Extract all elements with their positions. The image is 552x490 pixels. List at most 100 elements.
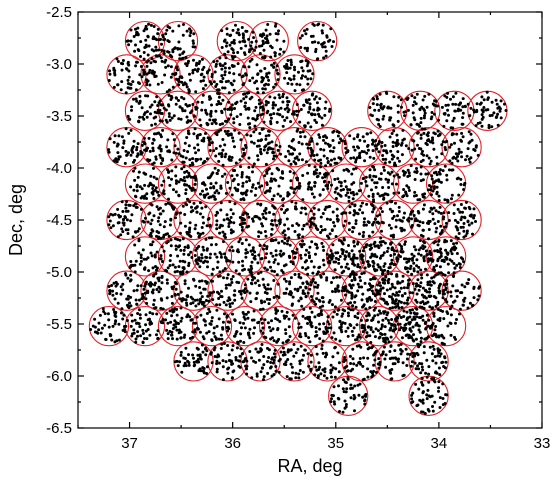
object-point: [361, 249, 365, 253]
object-point: [148, 83, 152, 87]
object-point: [454, 235, 458, 239]
object-point: [170, 96, 174, 100]
object-point: [103, 312, 107, 316]
object-point: [231, 249, 235, 253]
object-point: [231, 370, 235, 374]
object-point: [461, 97, 465, 101]
object-point: [449, 143, 453, 147]
object-point: [382, 197, 386, 201]
object-point: [388, 287, 392, 291]
object-point: [317, 133, 321, 137]
object-point: [233, 128, 237, 132]
object-point: [240, 228, 244, 232]
object-point: [142, 136, 146, 140]
object-point: [206, 265, 209, 269]
object-point: [324, 205, 328, 209]
object-point: [115, 144, 119, 148]
object-point: [362, 356, 366, 360]
object-point: [199, 79, 203, 83]
object-point: [166, 337, 170, 341]
object-point: [464, 200, 468, 204]
object-point: [303, 206, 307, 210]
object-point: [319, 225, 323, 228]
object-point: [431, 212, 435, 216]
object-point: [396, 110, 400, 114]
object-point: [156, 336, 160, 340]
object-point: [167, 93, 171, 97]
object-point: [421, 244, 425, 248]
object-point: [191, 353, 195, 357]
object-point: [390, 282, 394, 286]
object-point: [421, 247, 425, 251]
object-point: [145, 197, 148, 200]
object-point: [419, 136, 423, 140]
object-point: [419, 316, 423, 319]
object-point: [225, 132, 229, 136]
object-point: [439, 271, 443, 275]
object-point: [469, 132, 473, 136]
object-point: [338, 320, 342, 324]
object-point: [400, 141, 404, 145]
object-point: [151, 240, 155, 244]
object-point: [429, 188, 432, 192]
object-point: [283, 223, 287, 227]
object-point: [332, 146, 336, 150]
object-point: [199, 357, 203, 361]
object-point: [382, 264, 386, 268]
object-point: [427, 156, 431, 160]
object-point: [283, 277, 286, 281]
object-point: [369, 341, 373, 344]
object-point: [420, 293, 424, 297]
object-point: [151, 149, 155, 153]
object-point: [372, 165, 375, 169]
object-point: [226, 217, 230, 221]
object-point: [344, 146, 348, 150]
object-point: [264, 103, 268, 107]
object-point: [159, 56, 163, 60]
object-point: [442, 317, 446, 321]
object-point: [365, 151, 369, 155]
object-point: [232, 79, 236, 83]
field-circle: [157, 236, 199, 277]
object-point: [332, 385, 336, 389]
object-point: [240, 191, 243, 195]
object-point: [366, 375, 370, 379]
object-point: [301, 198, 305, 202]
object-point: [184, 192, 188, 195]
object-point: [187, 253, 190, 257]
object-point: [162, 233, 166, 237]
object-point: [447, 211, 451, 215]
object-point: [300, 358, 304, 362]
object-point: [432, 185, 436, 189]
object-point: [285, 62, 289, 66]
object-point: [155, 234, 158, 238]
object-point: [218, 144, 222, 148]
object-point: [214, 62, 218, 66]
object-point: [283, 237, 287, 241]
object-point: [177, 152, 181, 156]
object-point: [337, 397, 341, 401]
object-point: [300, 245, 304, 249]
object-point: [166, 232, 169, 236]
object-point: [472, 207, 476, 211]
object-point: [412, 353, 416, 356]
object-point: [216, 260, 220, 264]
object-point: [287, 108, 291, 112]
object-point: [171, 48, 175, 52]
object-point: [264, 134, 268, 138]
object-point: [135, 60, 139, 64]
object-point: [371, 210, 375, 214]
object-point: [398, 290, 401, 294]
object-point: [188, 336, 192, 340]
object-point: [222, 342, 226, 345]
object-point: [257, 235, 261, 238]
object-point: [159, 320, 163, 324]
object-point: [204, 132, 207, 135]
object-point: [196, 231, 200, 235]
object-point: [304, 160, 308, 164]
object-point: [433, 355, 437, 359]
object-point: [98, 313, 102, 317]
object-point: [422, 351, 426, 355]
object-point: [276, 71, 280, 75]
object-point: [325, 156, 329, 160]
